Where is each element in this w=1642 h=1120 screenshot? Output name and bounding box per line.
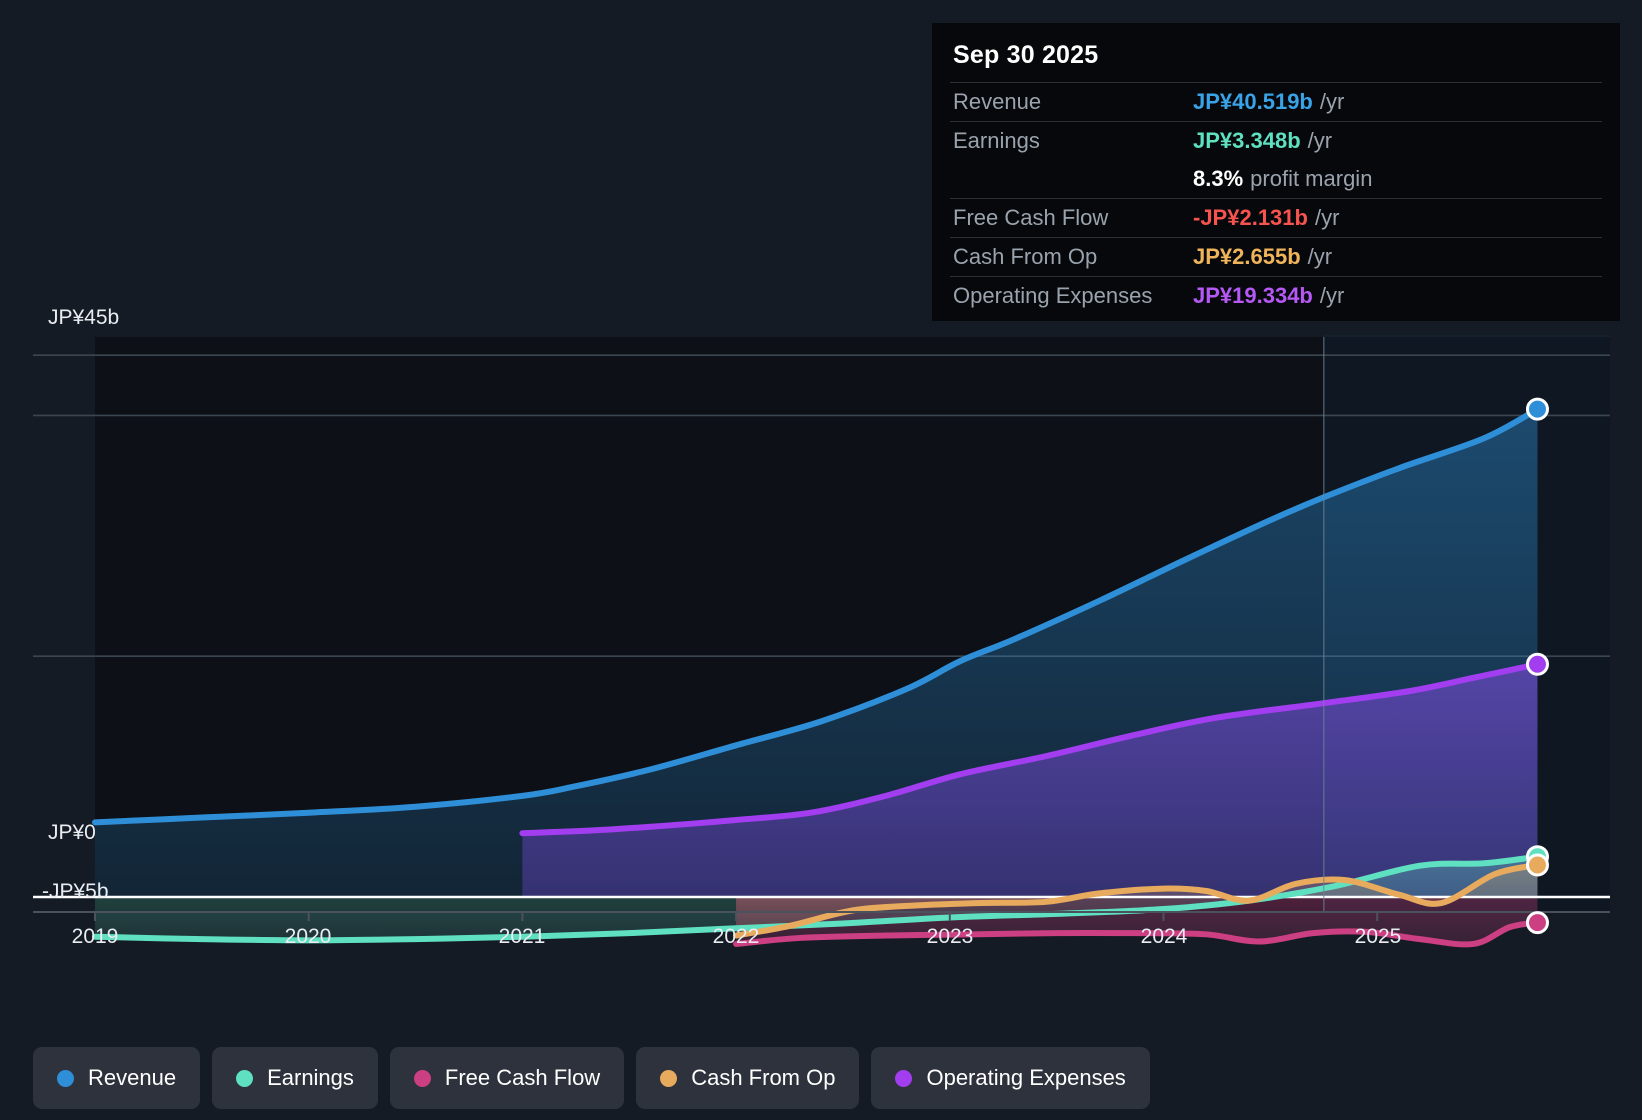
legend-label-operating-expenses: Operating Expenses [926,1065,1126,1090]
xtick-label-2025: 2025 [1354,925,1402,948]
chart-area: JP¥45b JP¥0 -JP¥5b 2019 2020 2021 2022 2… [33,306,1610,948]
ytick-label-neg: -JP¥5b [42,880,109,903]
xtick-label-2023: 2023 [926,925,974,948]
tooltip-value-earnings: JP¥3.348b [1193,128,1301,153]
tooltip-unit-operating-expenses: /yr [1319,283,1345,308]
xtick-label-2024: 2024 [1140,925,1188,948]
tooltip-label-earnings: Earnings [953,128,1040,153]
tooltip-unit-earnings: /yr [1307,128,1333,153]
chart-svg [33,335,1610,948]
legend-item-earnings[interactable]: Earnings [212,1047,378,1109]
legend-item-operating-expenses[interactable]: Operating Expenses [871,1047,1150,1109]
tooltip-label-free-cash-flow: Free Cash Flow [953,205,1109,230]
tooltip-row-profit-margin: 8.3% profit margin [950,160,1602,198]
xtick-label-2020: 2020 [284,925,332,948]
xtick-label-2019: 2019 [71,925,119,948]
legend-dot-cash-from-op-icon [660,1069,678,1087]
tooltip-value-profit-margin: 8.3% [1193,166,1244,191]
tooltip-unit-revenue: /yr [1319,89,1345,114]
tooltip-label-cash-from-op: Cash From Op [953,244,1098,269]
chart-legend: Revenue Earnings Free Cash Flow Cash Fro… [33,1047,1150,1109]
legend-label-earnings: Earnings [267,1065,354,1090]
legend-dot-earnings-icon [236,1069,254,1087]
xtick-label-2021: 2021 [498,925,546,948]
legend-dot-free-cash-flow-icon [413,1069,431,1087]
legend-item-revenue[interactable]: Revenue [33,1047,201,1109]
legend-dot-revenue-icon [57,1069,74,1087]
legend-label-free-cash-flow: Free Cash Flow [444,1065,601,1090]
tooltip-row-earnings: Earnings JP¥3.348b /yr [950,121,1602,160]
legend-item-free-cash-flow[interactable]: Free Cash Flow [389,1047,625,1109]
tooltip-value-revenue: JP¥40.519b [1193,89,1313,114]
tooltip-date-title: Sep 30 2025 [953,41,1099,69]
legend-label-cash-from-op: Cash From Op [691,1065,836,1090]
tooltip-unit-cash-from-op: /yr [1307,244,1333,269]
data-tooltip-card: Sep 30 2025 Revenue JP¥40.519b /yr Earni… [932,23,1620,321]
tooltip-value-free-cash-flow: -JP¥2.131b [1193,205,1308,230]
tooltip-row-revenue: Revenue JP¥40.519b /yr [950,82,1602,121]
tooltip-unit-free-cash-flow: /yr [1314,205,1340,230]
tooltip-value-operating-expenses: JP¥19.334b [1193,283,1313,308]
tooltip-text-profit-margin: profit margin [1250,166,1373,191]
ytick-label-top: JP¥45b [48,306,120,329]
tooltip-value-cash-from-op: JP¥2.655b [1193,244,1301,269]
tooltip-row-operating-expenses: Operating Expenses JP¥19.334b /yr [950,276,1602,315]
ytick-label-zero: JP¥0 [48,821,96,844]
tooltip-row-cash-from-op: Cash From Op JP¥2.655b /yr [950,237,1602,276]
tooltip-row-free-cash-flow: Free Cash Flow -JP¥2.131b /yr [950,198,1602,237]
xtick-label-2022: 2022 [712,925,760,948]
tooltip-label-operating-expenses: Operating Expenses [953,283,1153,308]
tooltip-label-revenue: Revenue [953,89,1042,114]
legend-item-cash-from-op[interactable]: Cash From Op [636,1047,860,1109]
legend-dot-operating-expenses-icon [895,1069,913,1087]
legend-label-revenue: Revenue [88,1065,177,1090]
